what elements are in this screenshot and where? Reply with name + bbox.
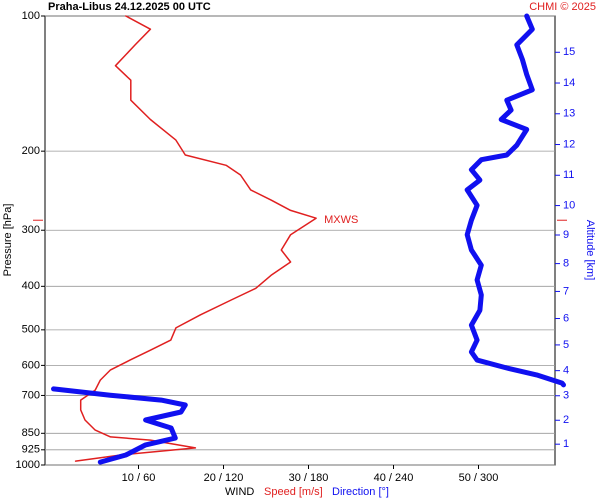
series-line bbox=[74, 15, 317, 462]
y-tick-label: 100 bbox=[22, 10, 40, 22]
y-tick-label: 600 bbox=[22, 359, 40, 371]
y2-tick-label: 8 bbox=[563, 258, 569, 270]
y2-axis-label: Altitude [km] bbox=[584, 220, 596, 281]
y2-tick-label: 10 bbox=[563, 199, 575, 211]
x-tick-label: 10 / 60 bbox=[122, 472, 156, 484]
direction-label: Direction [°] bbox=[332, 486, 389, 498]
y2-tick-label: 4 bbox=[563, 365, 569, 377]
y2-tick-label: 13 bbox=[563, 108, 575, 120]
series-line bbox=[51, 13, 566, 465]
max-wind-label: MXWS bbox=[324, 214, 358, 226]
y2-tick-label: 5 bbox=[563, 339, 569, 351]
y2-tick-label: 3 bbox=[563, 390, 569, 402]
y2-tick-label: 12 bbox=[563, 138, 575, 150]
y-tick-label: 500 bbox=[22, 324, 40, 336]
y2-tick-label: 9 bbox=[563, 229, 569, 241]
y2-tick-label: 6 bbox=[563, 312, 569, 324]
y-tick-label: 400 bbox=[22, 280, 40, 292]
y2-tick-label: 15 bbox=[563, 46, 575, 58]
y2-tick-label: 14 bbox=[563, 77, 575, 89]
x-axis-label: WIND bbox=[225, 486, 254, 498]
y-tick-label: 850 bbox=[22, 427, 40, 439]
speed-label: Speed [m/s] bbox=[264, 486, 323, 498]
y2-tick-label: 7 bbox=[563, 285, 569, 297]
credit: CHMI © 2025 bbox=[529, 1, 596, 13]
chart-title: Praha-Libus 24.12.2025 00 UTC bbox=[48, 1, 211, 13]
y-tick-label: 925 bbox=[22, 444, 40, 456]
y2-tick-label: 2 bbox=[563, 414, 569, 426]
y-tick-label: 300 bbox=[22, 224, 40, 236]
x-tick-label: 50 / 300 bbox=[459, 472, 499, 484]
x-tick-label: 30 / 180 bbox=[289, 472, 329, 484]
x-tick-label: 40 / 240 bbox=[374, 472, 414, 484]
y-tick-label: 1000 bbox=[16, 459, 40, 471]
y-tick-label: 200 bbox=[22, 145, 40, 157]
y-tick-label: 700 bbox=[22, 389, 40, 401]
y2-tick-label: 1 bbox=[563, 438, 569, 450]
y2-tick-label: 11 bbox=[563, 169, 574, 181]
x-tick-label: 20 / 120 bbox=[204, 472, 244, 484]
y-axis-label: Pressure [hPa] bbox=[2, 204, 14, 277]
